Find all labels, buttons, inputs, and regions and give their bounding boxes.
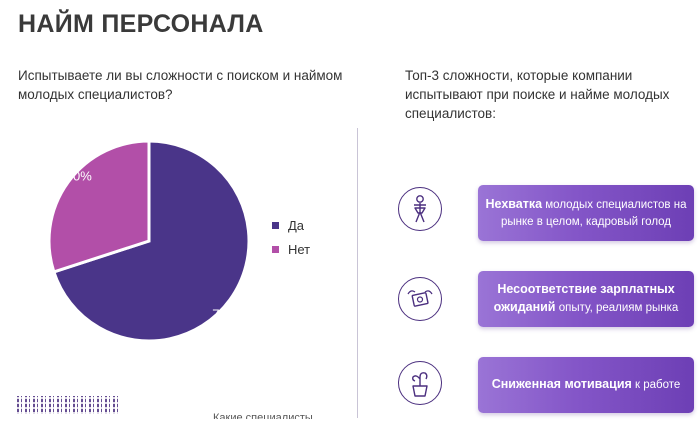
difficulty-3-bold: Сниженная мотивация [491, 377, 632, 391]
legend-swatch-yes [272, 221, 279, 229]
page-title: НАЙМ ПЕРСОНАЛА [18, 10, 264, 38]
legend-swatch-no [272, 245, 279, 253]
pie-label-no: 30% [66, 169, 92, 184]
survey-question: Испытываете ли вы сложности с поиском и … [18, 68, 343, 102]
pie-slice-no [47, 139, 151, 274]
difficulty-card-3: Сниженная мотивация к работе [478, 357, 694, 413]
chart-legend: Да Нет [272, 213, 310, 261]
legend-label-no: Нет [288, 241, 311, 257]
legend-label-yes: Да [288, 217, 305, 233]
person-icon [398, 187, 442, 231]
footer-cut-text: Какие специалисты [213, 412, 313, 419]
difficulty-1-bold: Нехватка [485, 196, 543, 211]
top3-heading: Топ-3 сложности, которые компании испыты… [405, 68, 670, 121]
difficulty-card-1: Нехватка молодых специалистов на рынке в… [478, 185, 694, 241]
qr-code-strip [17, 396, 121, 414]
legend-item-no: Нет [272, 237, 310, 261]
difficulty-2-bold: Несоответствие зарплатных ожиданий [493, 282, 675, 314]
pie-label-yes: 70% [212, 306, 238, 321]
vertical-divider [357, 128, 358, 418]
legend-item-yes: Да [272, 213, 310, 237]
pie-slice-yes [52, 139, 251, 343]
wilted-plant-icon [398, 361, 442, 405]
difficulty-card-2: Несоответствие зарплатных ожиданий опыту… [478, 271, 694, 327]
pie-chart: 70% 30% [47, 139, 251, 343]
difficulty-3-text: к работе [631, 379, 681, 391]
difficulty-1-text: молодых специалистов на рынке в целом, к… [500, 198, 687, 228]
flying-money-icon [398, 277, 442, 321]
difficulty-2-text: опыту, реалиям рынка [555, 302, 679, 314]
